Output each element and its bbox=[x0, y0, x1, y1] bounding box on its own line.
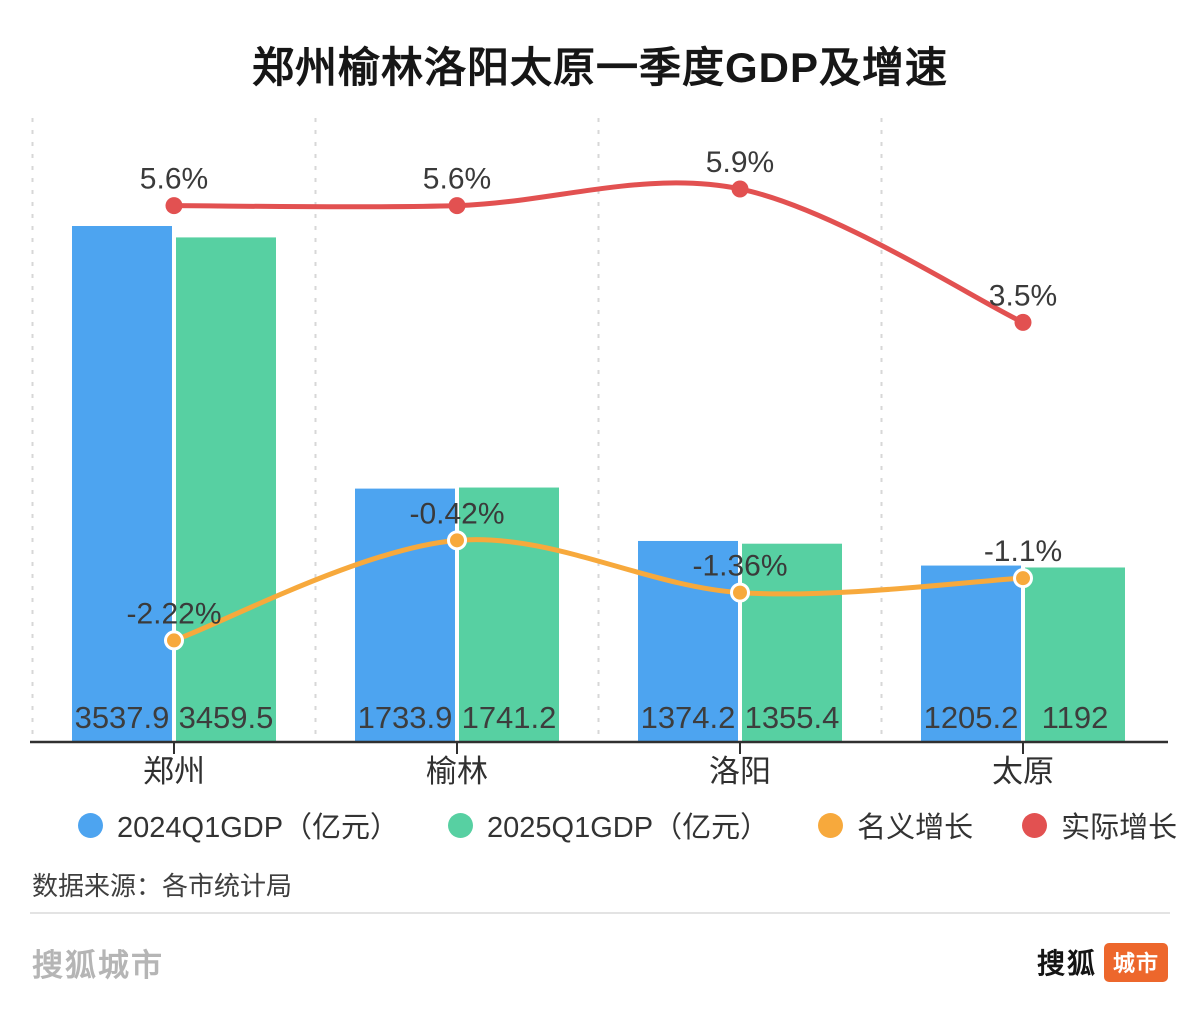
x-axis-label: 郑州 bbox=[143, 754, 205, 789]
legend-dot bbox=[78, 812, 103, 838]
gdp-growth-combo-chart: 3537.9 1733.9 1374.2 1205.2 3459.5 1741.2 1355… bbox=[30, 118, 1168, 789]
bar bbox=[176, 237, 276, 741]
legend-dot bbox=[1022, 812, 1048, 838]
growth-value-label: 5.9% bbox=[706, 146, 774, 179]
growth-point bbox=[731, 180, 749, 198]
legend-item: 2024Q1GDP（亿元） bbox=[78, 804, 399, 846]
bar bbox=[1025, 567, 1125, 741]
bar-value-label: 1192 bbox=[1042, 700, 1109, 735]
bar bbox=[921, 565, 1021, 741]
sohu-logo-badge: 城市 bbox=[1103, 942, 1168, 982]
legend-dot bbox=[818, 812, 844, 838]
growth-value-label: -1.1% bbox=[984, 535, 1062, 568]
bar bbox=[742, 543, 842, 741]
growth-point bbox=[730, 582, 750, 603]
chart-title: 郑州榆林洛阳太原一季度GDP及增速 bbox=[251, 44, 948, 91]
footer: 搜狐城市 搜狐 城市 bbox=[32, 936, 1168, 988]
source-note: 数据来源：各市统计局 bbox=[32, 871, 293, 901]
growth-point bbox=[448, 197, 466, 215]
bar bbox=[355, 488, 455, 741]
legend-label: 2024Q1GDP（亿元） bbox=[117, 812, 400, 844]
growth-value-label: 5.6% bbox=[423, 163, 491, 196]
bar bbox=[459, 487, 559, 741]
legend-label: 名义增长 bbox=[857, 812, 974, 844]
bar-value-label: 1355.4 bbox=[745, 700, 840, 735]
bar-value-label: 1741.2 bbox=[462, 700, 557, 735]
growth-point bbox=[164, 630, 184, 651]
growth-point bbox=[1013, 568, 1033, 589]
growth-value-label: -1.36% bbox=[692, 550, 787, 583]
bar bbox=[72, 226, 172, 741]
x-axis-label: 太原 bbox=[992, 754, 1054, 789]
x-axis-label: 榆林 bbox=[426, 754, 488, 789]
sohu-logo-text: 搜狐 bbox=[1036, 948, 1097, 979]
sohu-logo: 搜狐 城市 bbox=[1037, 942, 1168, 982]
legend-label: 实际增长 bbox=[1061, 812, 1178, 844]
watermark-text: 搜狐城市 bbox=[32, 947, 164, 983]
growth-point bbox=[1014, 313, 1032, 331]
growth-value-label: -0.42% bbox=[409, 497, 504, 530]
growth-value-label: -2.22% bbox=[126, 597, 221, 630]
bar-value-label: 3537.9 bbox=[75, 700, 170, 735]
growth-value-label: 5.6% bbox=[140, 163, 208, 196]
legend-item: 名义增长 bbox=[818, 804, 973, 846]
growth-value-label: 3.5% bbox=[989, 279, 1057, 312]
legend-dot bbox=[448, 812, 474, 838]
legend-item: 2025Q1GDP（亿元） bbox=[448, 804, 769, 846]
legend-item: 实际增长 bbox=[1022, 804, 1177, 846]
x-axis-label: 洛阳 bbox=[709, 754, 771, 789]
growth-point bbox=[165, 197, 183, 215]
legend-label: 2025Q1GDP（亿元） bbox=[487, 812, 770, 844]
growth-line bbox=[171, 537, 1026, 643]
bar-value-label: 1733.9 bbox=[358, 700, 453, 735]
growth-point bbox=[447, 530, 467, 551]
growth-line bbox=[171, 180, 1026, 325]
divider-line bbox=[30, 912, 1170, 914]
chart-legend: 2024Q1GDP（亿元） 2025Q1GDP（亿元） 名义增长 实际增长 bbox=[0, 804, 1200, 846]
bar-value-label: 3459.5 bbox=[179, 700, 274, 735]
bar-value-label: 1374.2 bbox=[641, 700, 736, 735]
bar-value-label: 1205.2 bbox=[924, 700, 1019, 735]
